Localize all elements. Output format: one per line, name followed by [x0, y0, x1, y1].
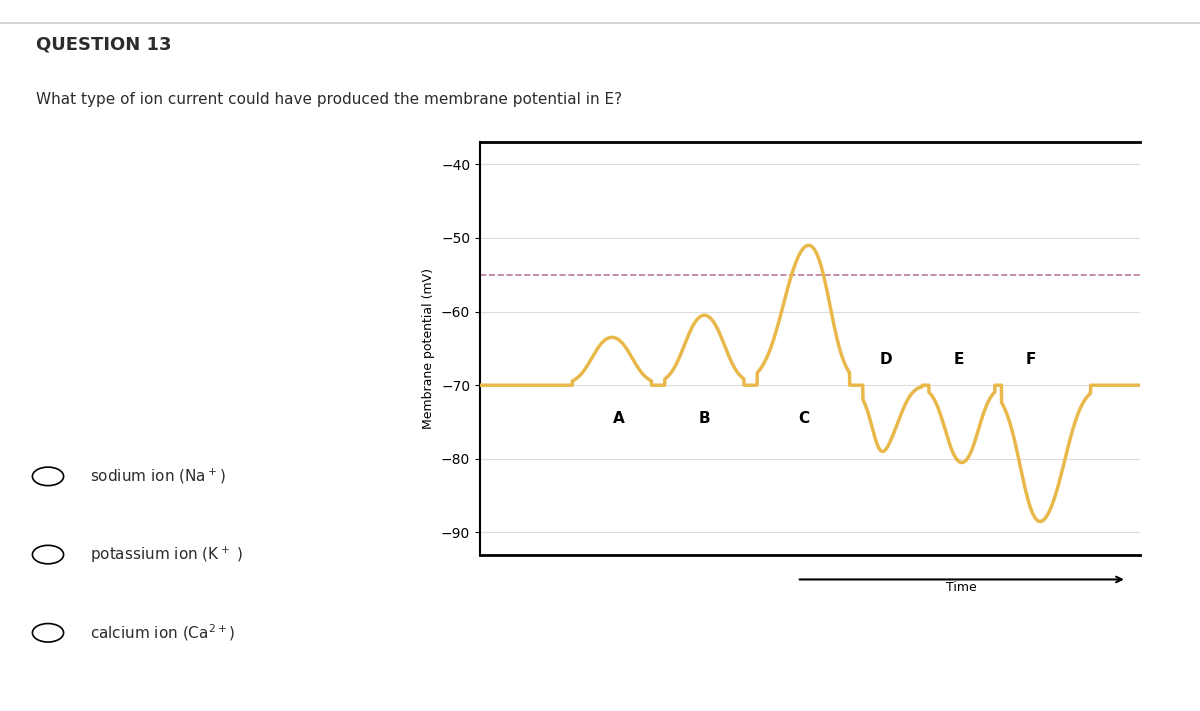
- Text: F: F: [1026, 352, 1037, 367]
- Text: C: C: [798, 411, 809, 426]
- Text: QUESTION 13: QUESTION 13: [36, 36, 172, 53]
- Y-axis label: Membrane potential (mV): Membrane potential (mV): [422, 268, 436, 429]
- Text: A: A: [613, 411, 624, 426]
- Text: calcium ion (Ca$^{2+}$): calcium ion (Ca$^{2+}$): [90, 622, 235, 643]
- Text: B: B: [698, 411, 710, 426]
- Text: D: D: [880, 352, 893, 367]
- Text: sodium ion (Na$^+$): sodium ion (Na$^+$): [90, 466, 226, 486]
- Text: What type of ion current could have produced the membrane potential in E?: What type of ion current could have prod…: [36, 92, 622, 107]
- Text: E: E: [953, 352, 964, 367]
- Text: Time: Time: [947, 580, 977, 594]
- Text: potassium ion (K$^+$ ): potassium ion (K$^+$ ): [90, 545, 242, 565]
